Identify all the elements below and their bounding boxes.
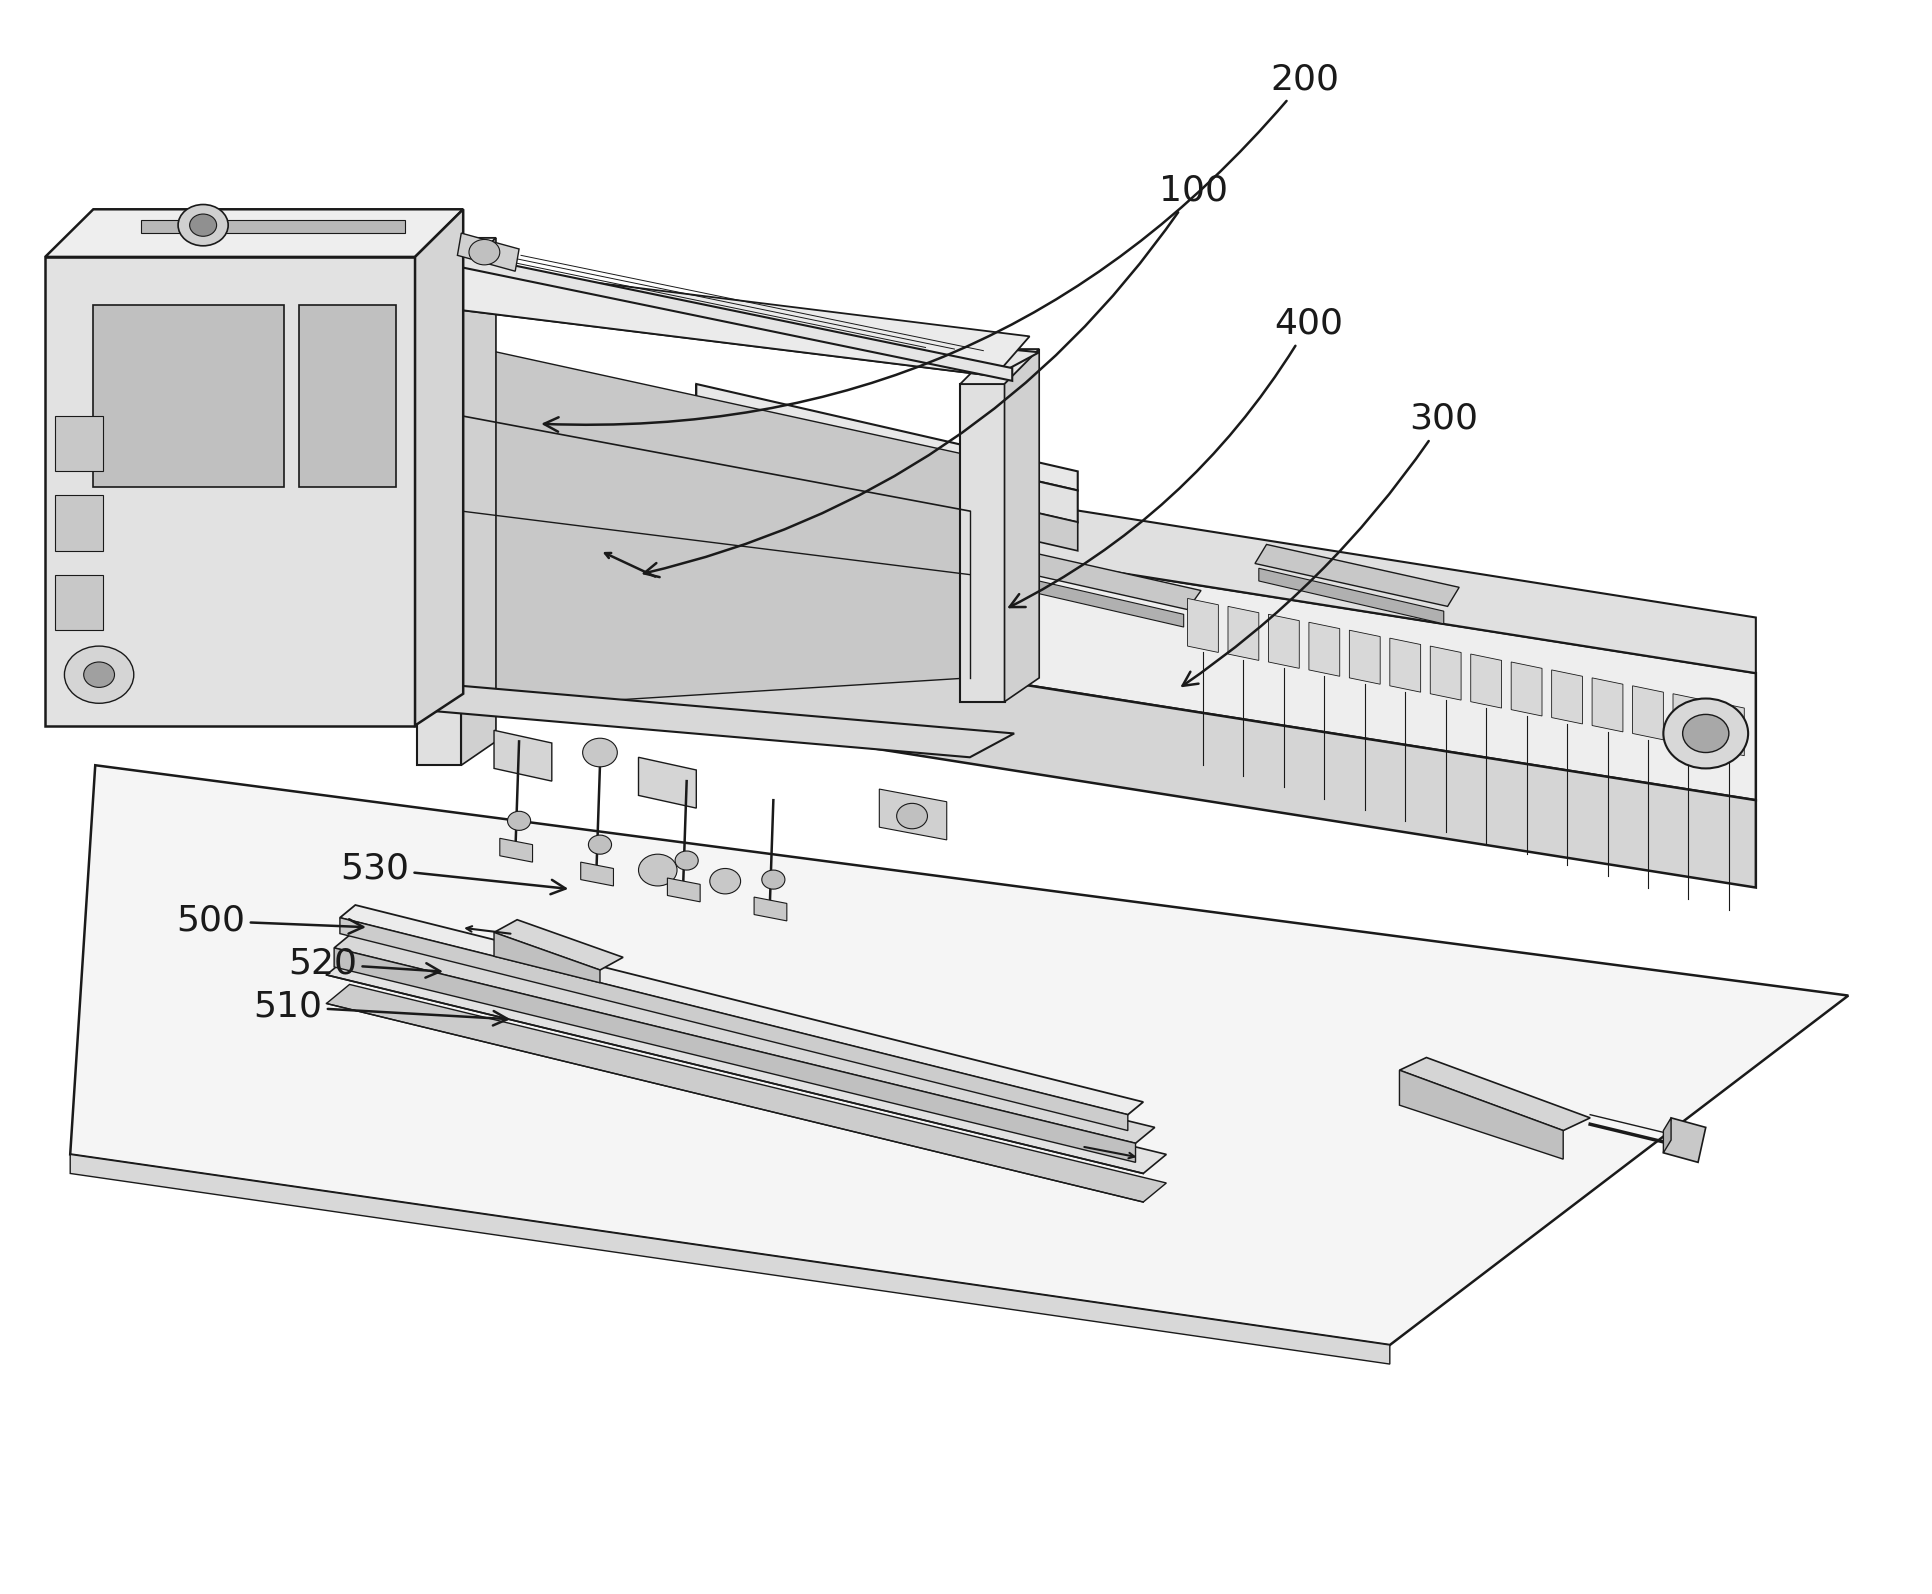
- Circle shape: [1663, 698, 1748, 768]
- Text: 300: 300: [1182, 402, 1478, 685]
- Text: 520: 520: [288, 947, 440, 980]
- Polygon shape: [93, 304, 284, 488]
- Polygon shape: [70, 1154, 1389, 1364]
- Polygon shape: [1349, 630, 1379, 684]
- Polygon shape: [1592, 677, 1623, 732]
- Polygon shape: [879, 789, 947, 840]
- Polygon shape: [427, 590, 1756, 888]
- Text: 400: 400: [1010, 306, 1343, 607]
- Polygon shape: [54, 574, 102, 630]
- Polygon shape: [327, 956, 1167, 1173]
- Polygon shape: [1399, 1070, 1563, 1159]
- Polygon shape: [458, 233, 520, 271]
- Circle shape: [761, 870, 784, 889]
- Circle shape: [896, 803, 927, 829]
- Circle shape: [64, 646, 133, 703]
- Polygon shape: [415, 209, 464, 725]
- Polygon shape: [462, 238, 497, 765]
- Polygon shape: [417, 685, 1014, 757]
- Polygon shape: [1308, 622, 1339, 676]
- Circle shape: [589, 835, 612, 854]
- Polygon shape: [1633, 685, 1663, 740]
- Polygon shape: [427, 408, 1756, 673]
- Polygon shape: [873, 544, 1184, 626]
- Circle shape: [674, 851, 697, 870]
- Polygon shape: [340, 918, 1128, 1130]
- Polygon shape: [327, 985, 1167, 1202]
- Polygon shape: [462, 344, 970, 709]
- Polygon shape: [1663, 1117, 1706, 1162]
- Polygon shape: [667, 878, 699, 902]
- Polygon shape: [1470, 654, 1501, 708]
- Polygon shape: [54, 416, 102, 472]
- Polygon shape: [495, 932, 601, 983]
- Text: 200: 200: [545, 62, 1339, 432]
- Polygon shape: [869, 520, 1202, 609]
- Polygon shape: [1229, 606, 1260, 660]
- Polygon shape: [334, 932, 1155, 1143]
- Circle shape: [83, 662, 114, 687]
- Polygon shape: [417, 238, 497, 273]
- Circle shape: [1683, 714, 1729, 752]
- Polygon shape: [753, 897, 786, 921]
- Polygon shape: [1551, 669, 1582, 724]
- Text: 500: 500: [176, 904, 363, 937]
- Polygon shape: [1673, 693, 1704, 748]
- Polygon shape: [960, 349, 1039, 384]
- Polygon shape: [495, 920, 624, 971]
- Polygon shape: [611, 497, 821, 561]
- Polygon shape: [340, 905, 1144, 1114]
- Polygon shape: [54, 496, 102, 552]
- Text: 530: 530: [340, 851, 566, 894]
- Polygon shape: [1430, 646, 1461, 700]
- Polygon shape: [1389, 638, 1420, 692]
- Polygon shape: [70, 765, 1849, 1345]
- Polygon shape: [1663, 1117, 1671, 1152]
- Polygon shape: [1005, 349, 1039, 701]
- Circle shape: [469, 239, 500, 265]
- Polygon shape: [960, 384, 1005, 701]
- Circle shape: [941, 598, 991, 639]
- Polygon shape: [500, 838, 533, 862]
- Polygon shape: [582, 862, 614, 886]
- Polygon shape: [495, 730, 553, 781]
- Polygon shape: [696, 384, 1078, 491]
- Polygon shape: [299, 304, 396, 488]
- Polygon shape: [417, 273, 462, 765]
- Polygon shape: [334, 948, 1136, 1162]
- Text: 100: 100: [643, 174, 1227, 577]
- Polygon shape: [44, 257, 415, 725]
- Polygon shape: [141, 220, 406, 233]
- Polygon shape: [696, 403, 1078, 523]
- Circle shape: [583, 738, 618, 767]
- Circle shape: [520, 625, 558, 657]
- Polygon shape: [1714, 701, 1745, 756]
- Circle shape: [189, 214, 216, 236]
- Polygon shape: [1260, 569, 1443, 623]
- Polygon shape: [435, 249, 1012, 381]
- Polygon shape: [696, 435, 1078, 552]
- Polygon shape: [1269, 614, 1300, 668]
- Polygon shape: [553, 481, 763, 542]
- Polygon shape: [1256, 545, 1459, 606]
- Polygon shape: [417, 296, 1039, 376]
- Circle shape: [638, 854, 676, 886]
- Polygon shape: [44, 209, 464, 257]
- Polygon shape: [1511, 662, 1542, 716]
- Polygon shape: [427, 464, 1756, 800]
- Circle shape: [178, 204, 228, 245]
- Circle shape: [709, 869, 740, 894]
- Polygon shape: [1399, 1057, 1590, 1130]
- Polygon shape: [638, 757, 696, 808]
- Polygon shape: [1188, 598, 1219, 652]
- Circle shape: [508, 811, 531, 830]
- Text: 510: 510: [253, 990, 508, 1025]
- Polygon shape: [556, 501, 750, 556]
- Circle shape: [952, 607, 980, 630]
- Polygon shape: [417, 265, 1030, 376]
